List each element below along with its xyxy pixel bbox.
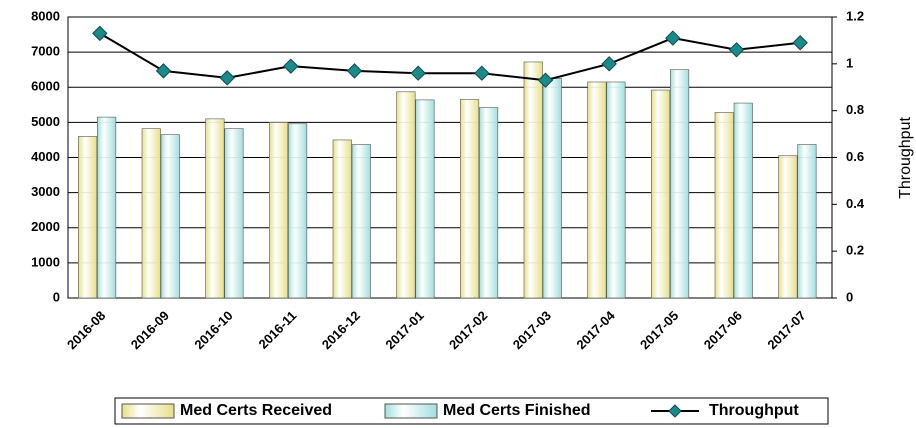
bar	[97, 116, 117, 299]
y2-axis-label: Throughput	[897, 117, 914, 199]
bar	[205, 118, 225, 299]
bar	[396, 91, 416, 299]
x-tick-label: 2017-03	[510, 308, 554, 352]
bar	[415, 99, 435, 299]
y-tick-label: 1000	[31, 254, 60, 269]
x-tick-label: 2016-10	[191, 308, 235, 352]
y-tick-label: 6000	[31, 79, 60, 94]
line	[99, 32, 801, 82]
marker	[728, 42, 745, 58]
y-tick-label: 8000	[31, 8, 60, 23]
legend-box	[114, 397, 829, 425]
bar	[587, 81, 607, 299]
x-tick-label: 2017-02	[446, 308, 490, 352]
legend-swatch	[384, 403, 438, 419]
legend-label: Throughput	[709, 402, 799, 419]
bar	[542, 78, 562, 299]
x-tick-label: 2017-06	[701, 308, 745, 352]
legend-swatch	[121, 403, 175, 419]
bar	[714, 112, 734, 299]
bar	[606, 81, 626, 299]
y2-tick-label: 0.6	[846, 149, 864, 164]
bar	[797, 144, 817, 299]
y-tick-label: 5000	[31, 114, 60, 129]
x-tick-label: 2016-08	[64, 308, 108, 352]
bar	[733, 102, 753, 299]
y-tick-label: 2000	[31, 219, 60, 234]
bar	[670, 69, 690, 299]
bar	[651, 89, 671, 299]
bar	[269, 122, 289, 299]
bar	[351, 144, 371, 299]
marker	[601, 56, 617, 72]
y-tick-label: 3000	[31, 184, 60, 199]
x-tick-label: 2016-11	[256, 308, 300, 352]
marker	[219, 70, 235, 86]
marker	[346, 63, 363, 79]
marker	[665, 30, 681, 46]
y2-tick-label: 0.4	[846, 196, 865, 211]
marker	[410, 65, 426, 81]
legend-label: Med Certs Finished	[443, 402, 591, 419]
x-tick-label: 2016-12	[319, 308, 363, 352]
bar	[523, 61, 543, 299]
marker	[283, 58, 299, 74]
y2-tick-label: 1	[846, 55, 853, 70]
y2-tick-label: 0	[846, 289, 853, 304]
x-tick-label: 2017-04	[573, 307, 618, 352]
marker	[537, 72, 554, 88]
y-tick-label: 0	[53, 289, 60, 304]
bar	[224, 128, 244, 299]
x-tick-label: 2017-05	[637, 308, 681, 352]
bar	[332, 139, 352, 299]
bar	[479, 107, 499, 299]
x-tick-label: 2017-07	[764, 308, 808, 352]
bar	[288, 123, 308, 299]
marker	[92, 25, 108, 42]
bar	[78, 136, 98, 299]
marker	[474, 65, 490, 81]
bar	[778, 155, 798, 299]
y2-tick-label: 1.2	[846, 8, 864, 23]
legend-marker	[668, 404, 682, 418]
y2-tick-label: 0.2	[846, 243, 864, 258]
plot-border	[67, 16, 833, 299]
x-tick-label: 2016-09	[128, 308, 172, 352]
x-tick-label: 2017-01	[382, 308, 426, 352]
marker	[155, 63, 172, 79]
y2-tick-label: 0.8	[846, 102, 864, 117]
bar	[160, 134, 180, 299]
y-tick-label: 4000	[31, 149, 60, 164]
bar	[141, 128, 161, 299]
legend-label: Med Certs Received	[180, 402, 332, 419]
bar	[460, 99, 480, 299]
marker	[792, 35, 808, 51]
y-tick-label: 7000	[31, 44, 60, 59]
